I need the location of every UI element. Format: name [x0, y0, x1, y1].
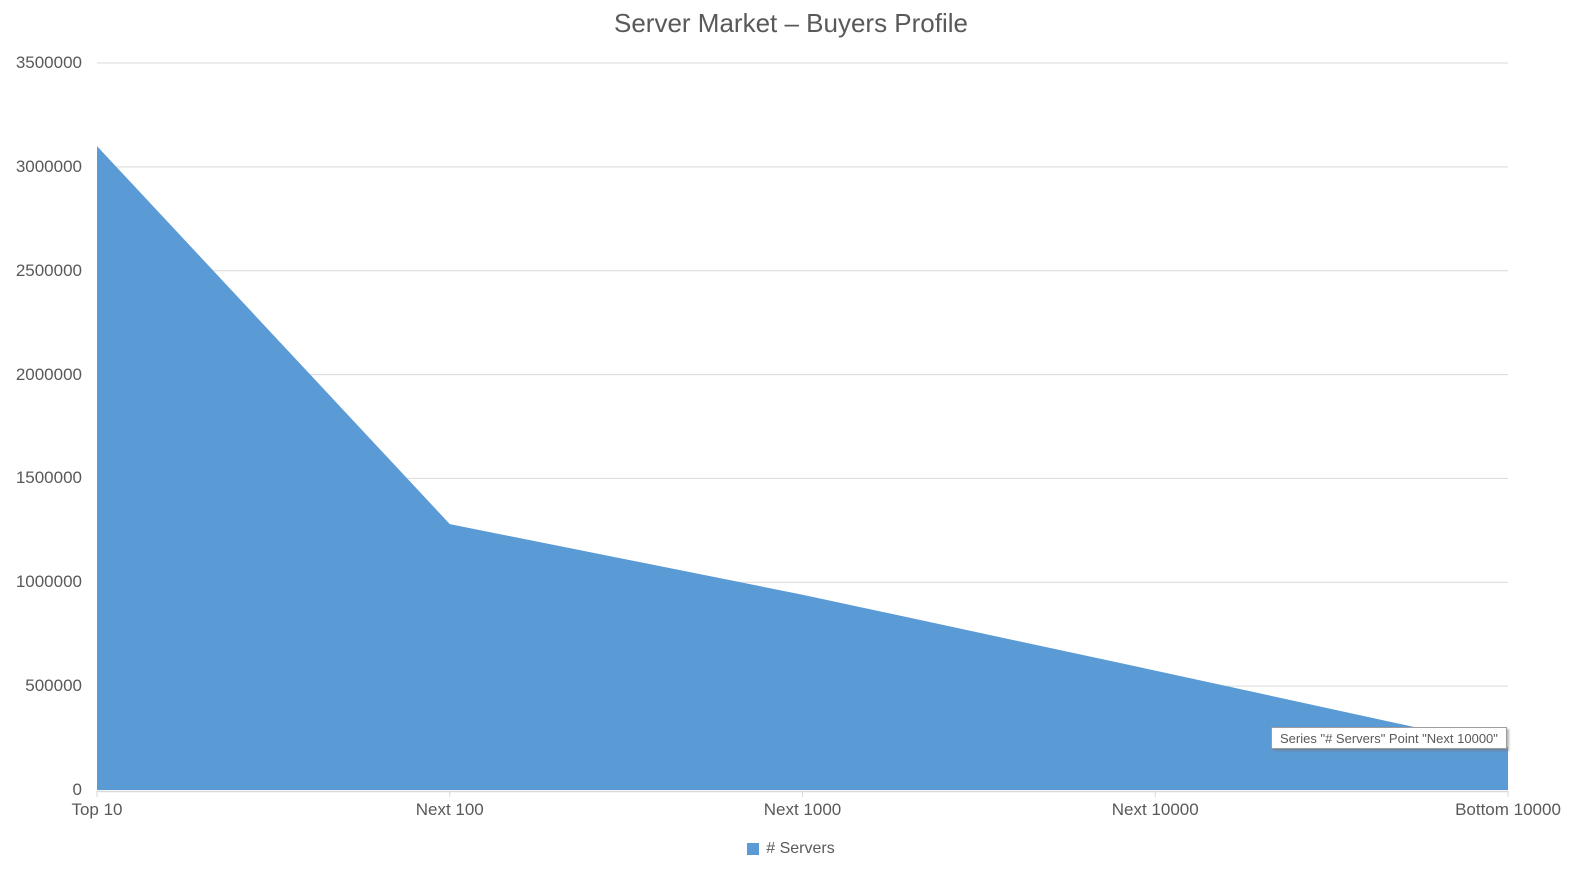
x-axis-label: Top 10 [71, 800, 123, 819]
y-axis-label: 3000000 [15, 156, 82, 176]
area-series[interactable] [97, 146, 1508, 791]
x-axis-label: Next 10000 [1111, 800, 1199, 819]
y-axis-label: 2500000 [15, 260, 82, 280]
legend-label-servers: # Servers [766, 840, 835, 857]
y-axis-label: 1000000 [15, 572, 82, 592]
legend-swatch-servers-icon [747, 843, 760, 855]
y-axis-label: 0 [72, 780, 82, 799]
x-axis-label: Next 1000 [763, 800, 842, 819]
y-axis-label: 500000 [25, 676, 82, 696]
legend[interactable]: # Servers [0, 840, 1582, 858]
tooltip: Series "# Servers" Point "Next 10000" [1271, 727, 1507, 749]
x-axis-label: Next 100 [415, 800, 484, 819]
y-axis-label: 3500000 [15, 53, 82, 72]
y-axis-label: 1500000 [15, 468, 82, 488]
y-axis-label: 2000000 [15, 364, 82, 384]
chart-title: Server Market – Buyers Profile [613, 8, 968, 38]
x-axis-label: Bottom 10000 [1455, 800, 1561, 819]
